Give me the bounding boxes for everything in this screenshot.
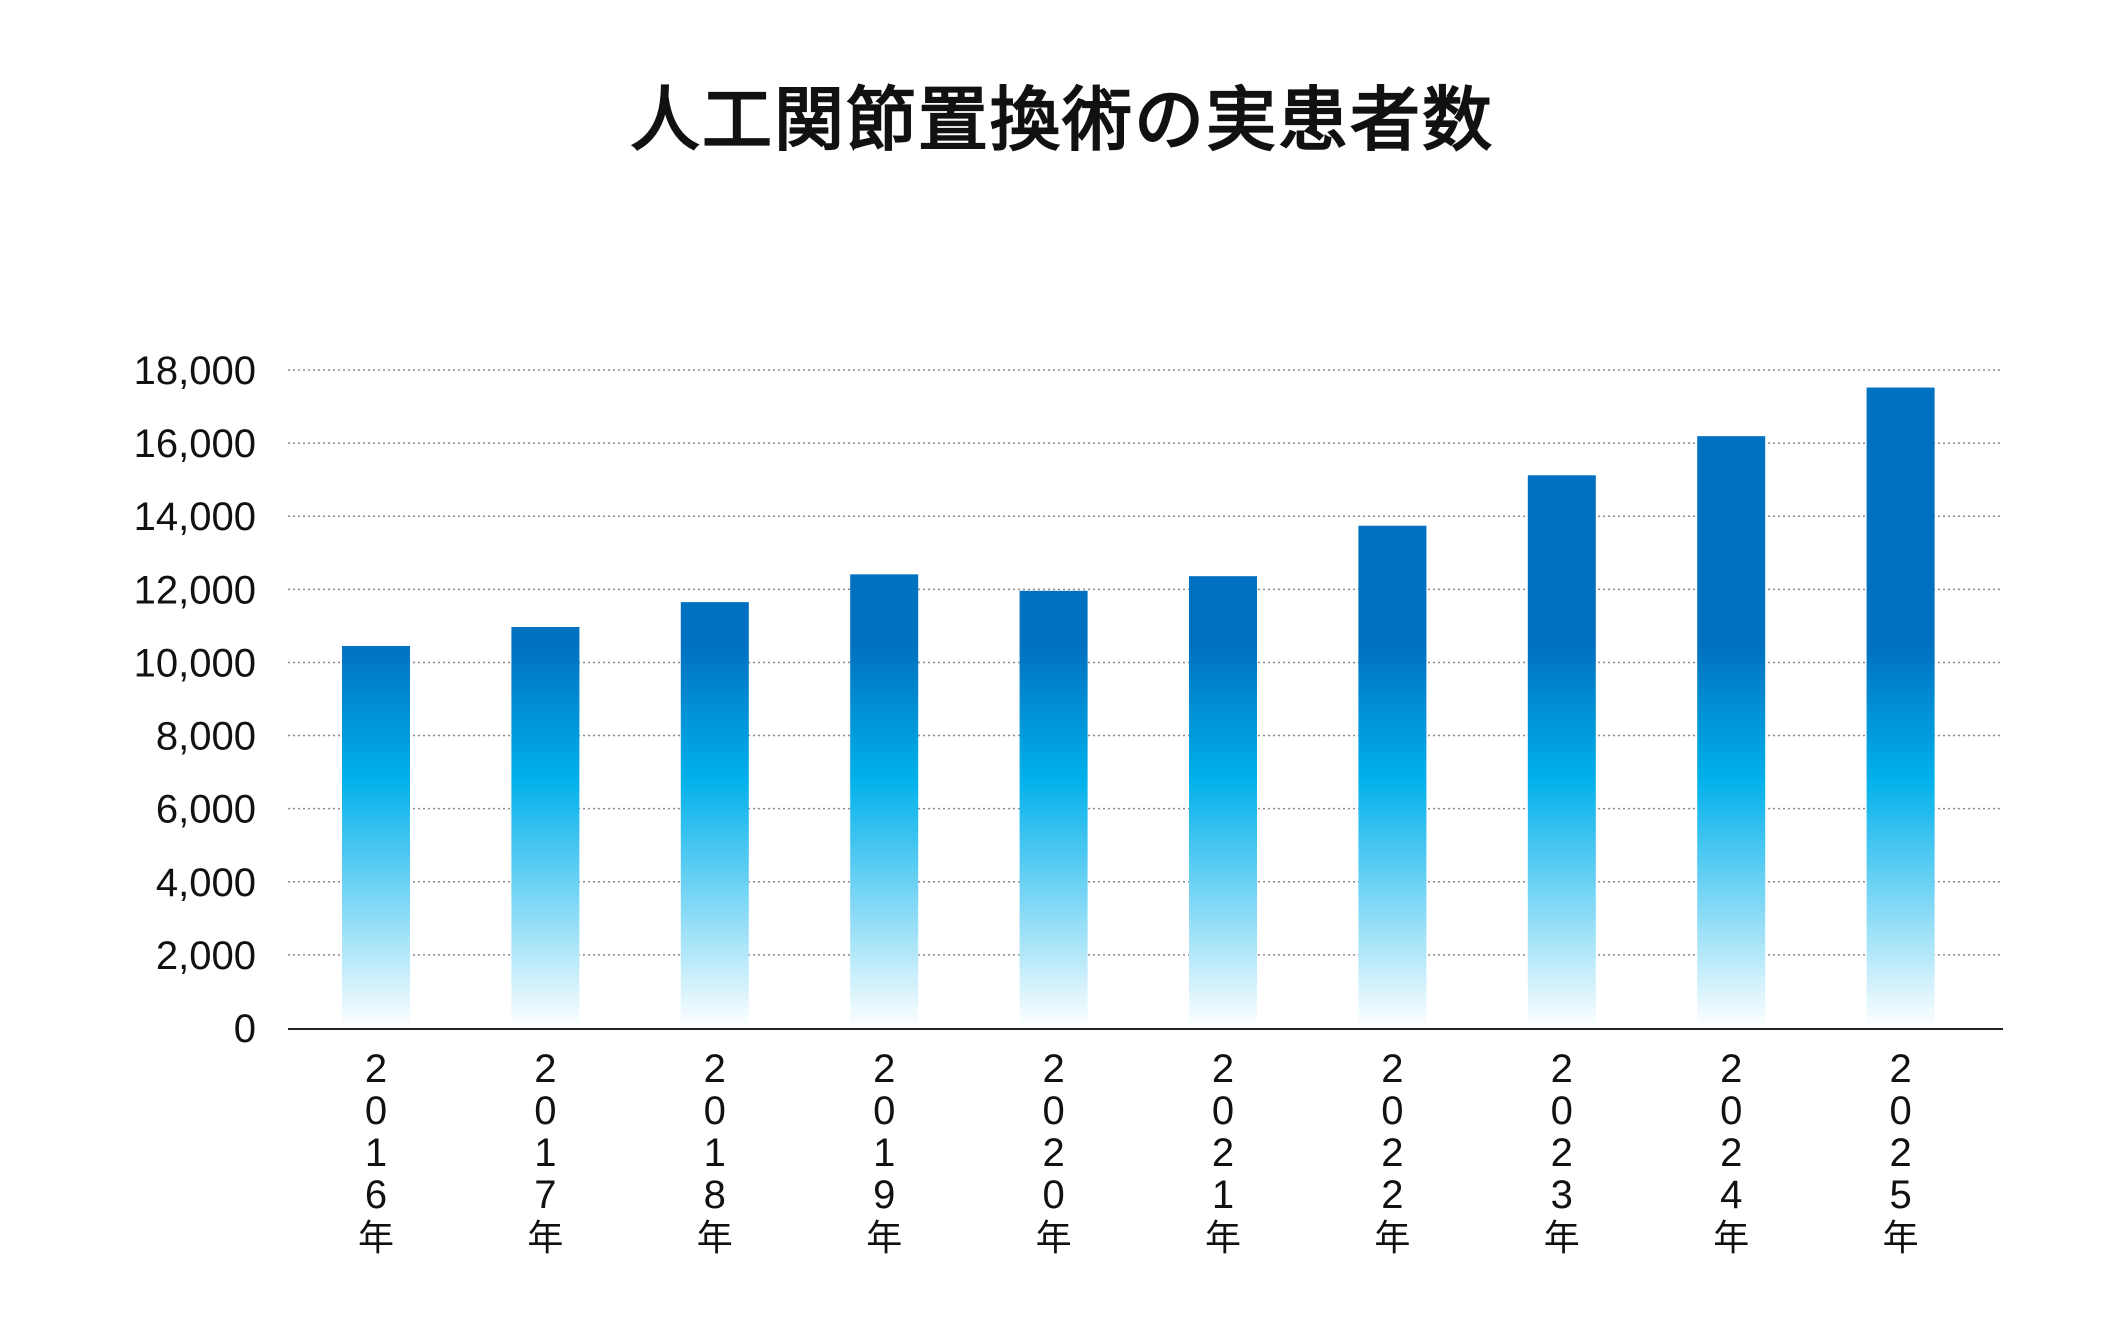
bar-2022年 (1358, 525, 1427, 1028)
bars (342, 387, 1935, 1029)
y-tick-label: 16,000 (134, 422, 256, 466)
bar-2019年 (850, 574, 919, 1028)
y-tick-label: 10,000 (134, 641, 256, 685)
y-tick-label: 18,000 (134, 349, 256, 393)
bar-2025年 (1866, 387, 1935, 1029)
y-tick-label: 14,000 (134, 495, 256, 539)
chart-title: 人工関節置換術の実患者数 (630, 79, 1494, 161)
y-tick-label: 12,000 (134, 568, 256, 612)
x-axis-category-labels: 2 0 1 6 年 2 0 1 7 年 2 0 1 8 年 2 0 1 9 年 2 0 2 0 年 2 0 2 1 年 2 0 2 2 年 2 0 2 3 年… (358, 1047, 1919, 1259)
bar-2023年 (1527, 475, 1596, 1028)
y-tick-label: 4,000 (156, 861, 256, 905)
y-tick-label: 2,000 (156, 934, 256, 978)
bar-2024年 (1697, 436, 1766, 1029)
y-axis-tick-labels: 0 2,000 4,000 6,000 8,000 10,000 12,000 14,000 1… (134, 349, 256, 1051)
y-tick-label: 6,000 (156, 788, 256, 832)
bar-2017年 (511, 626, 580, 1028)
bar-2016年 (342, 645, 410, 1028)
y-tick-label: 0 (234, 1007, 256, 1051)
y-tick-label: 8,000 (156, 715, 256, 759)
bar-2021年 (1189, 576, 1257, 1028)
bar-2020年 (1019, 590, 1088, 1028)
bar-2018年 (680, 602, 749, 1028)
